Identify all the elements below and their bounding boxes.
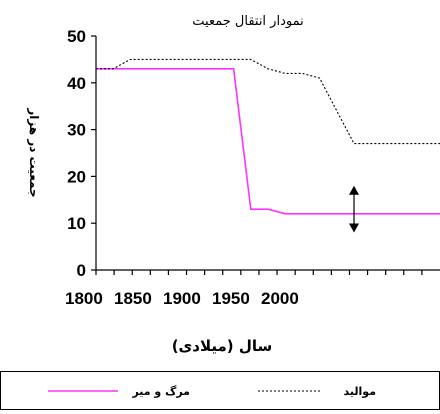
y-axis-label: جمعیت در هزار [27,107,41,197]
legend-label-2: موالید [344,385,376,398]
x-tick-label: 1850 [114,289,152,308]
series-line-1 [96,68,440,215]
arrow-head-up [349,185,359,195]
x-tick-label: 1950 [212,289,250,308]
x-tick-label: 2000 [261,289,299,308]
y-tick-label: 20 [67,167,86,186]
x-tick-label: 1800 [65,289,103,308]
y-tick-label: 40 [67,74,86,93]
y-tick-label: 30 [67,121,86,140]
x-tick-label: 1900 [163,289,201,308]
y-tick-label: 50 [67,27,86,46]
series-line-2 [96,58,440,145]
y-tick-label: 10 [67,214,86,233]
arrow-head-down [349,223,359,233]
x-axis-label: سال (میلادی) [172,337,273,355]
y-tick-label: 0 [77,261,86,280]
legend-label-1: مرگ و میر [131,384,190,398]
chart-title: نمودار انتقال جمعیت [192,14,303,29]
